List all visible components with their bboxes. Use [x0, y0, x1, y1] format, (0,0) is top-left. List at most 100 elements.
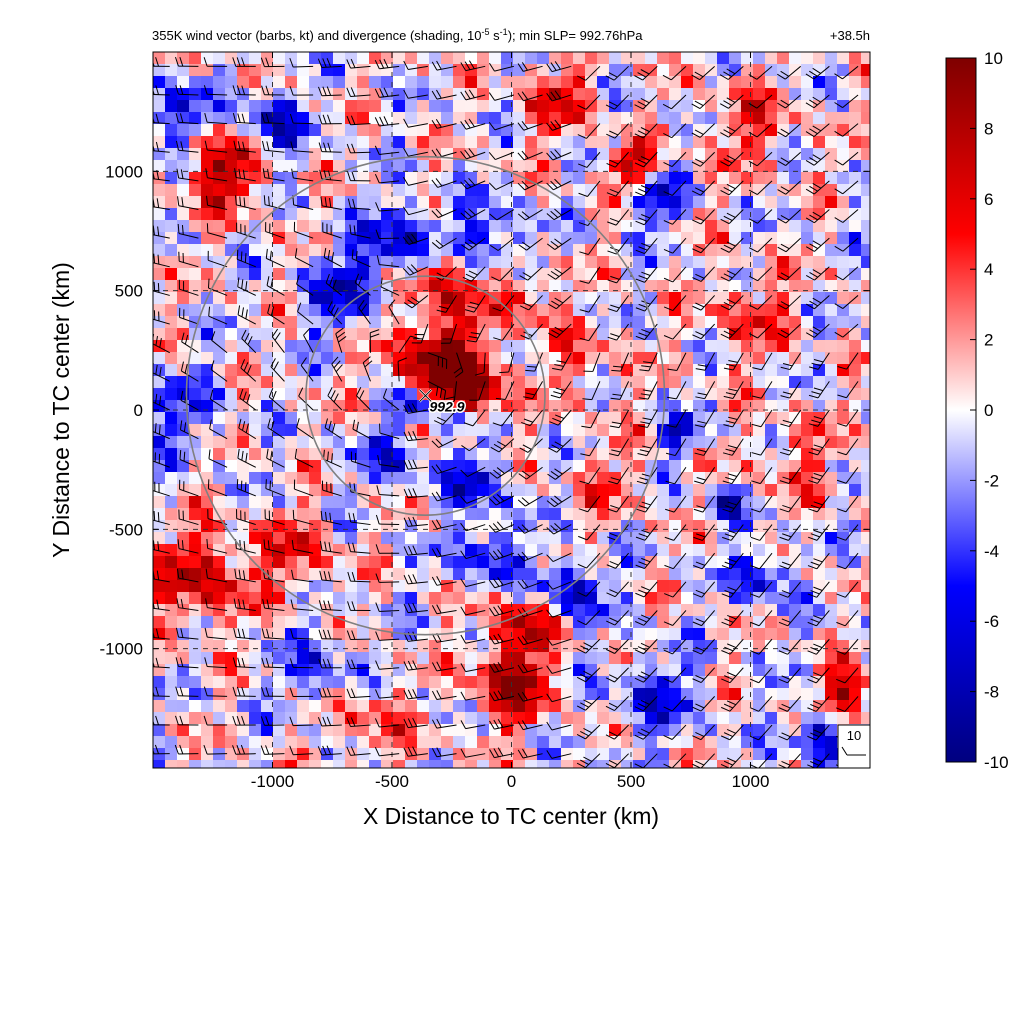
shading-cell	[861, 172, 870, 185]
shading-cell	[501, 136, 514, 149]
barb-feather	[408, 488, 413, 498]
shading-cell	[597, 52, 610, 65]
shading-cell	[681, 64, 694, 77]
shading-cell	[273, 592, 286, 605]
barb-staff	[379, 463, 400, 468]
wind-barb	[260, 745, 285, 755]
shading-cell	[801, 64, 814, 77]
barb-feather	[468, 336, 479, 339]
barb-staff	[321, 549, 342, 554]
shading-cell	[765, 340, 778, 353]
shading-cell	[465, 760, 478, 768]
shading-cell	[405, 232, 418, 245]
shading-cell	[657, 160, 670, 173]
shading-cell	[789, 628, 802, 641]
shading-cell	[813, 676, 826, 689]
barb-feather	[155, 686, 160, 697]
shading-cell	[393, 700, 406, 713]
shading-cell	[813, 700, 826, 713]
shading-cell	[501, 676, 514, 689]
shading-cell	[621, 88, 634, 101]
barb-staff	[324, 427, 343, 440]
barb-staff	[494, 94, 515, 101]
shading-cell	[189, 592, 202, 605]
wind-barb	[178, 279, 199, 296]
shading-cell	[705, 676, 718, 689]
wind-barb	[153, 481, 170, 497]
shading-cell	[429, 460, 442, 473]
shading-cell	[393, 160, 406, 173]
barb-feather	[460, 469, 468, 477]
shading-cell	[585, 316, 598, 329]
barb-staff	[436, 65, 457, 71]
shading-cell	[321, 148, 334, 161]
barb-staff	[303, 334, 314, 353]
shading-cell	[849, 460, 862, 473]
shading-cell	[465, 376, 478, 389]
shading-cell	[537, 196, 550, 209]
shading-cell	[645, 148, 658, 161]
barb-staff	[408, 94, 428, 99]
wind-barb	[489, 237, 515, 251]
shading-cell	[669, 256, 682, 269]
shading-cell	[321, 580, 334, 593]
barb-feather	[320, 196, 323, 206]
shading-cell	[621, 64, 634, 77]
shading-cell	[417, 112, 430, 125]
wind-barb	[403, 403, 428, 414]
wind-barb	[460, 691, 486, 701]
barb-staff	[358, 307, 371, 325]
shading-cell	[501, 700, 514, 713]
barb-feather	[358, 299, 365, 309]
shading-cell	[633, 424, 646, 437]
shading-cell	[345, 376, 358, 389]
shading-cell	[201, 712, 214, 725]
shading-cell	[549, 508, 562, 521]
shading-cell	[357, 556, 370, 569]
barb-staff	[436, 123, 457, 129]
shading-cell	[753, 652, 766, 665]
shading-cell	[573, 712, 586, 725]
shading-cell	[657, 616, 670, 629]
shading-cell	[609, 376, 622, 389]
shading-cell	[813, 400, 826, 413]
shading-cell	[453, 172, 466, 185]
shading-cell	[285, 736, 298, 749]
shading-cell	[837, 328, 850, 341]
barb-staff	[207, 547, 228, 554]
barb-feather	[242, 421, 246, 431]
shading-cell	[477, 460, 490, 473]
shading-cell	[573, 196, 586, 209]
shading-cell	[849, 388, 862, 401]
shading-cell	[621, 172, 634, 185]
shading-cell	[549, 628, 562, 641]
shading-cell	[345, 676, 358, 689]
barb-feather	[445, 396, 455, 400]
barb-feather	[147, 657, 149, 666]
wind-barb	[178, 251, 199, 268]
shading-cell	[501, 100, 514, 113]
shading-cell	[477, 664, 490, 677]
shading-cell	[381, 652, 394, 665]
shading-cell	[213, 196, 226, 209]
barb-feather	[468, 60, 475, 70]
shading-cell	[705, 424, 718, 437]
shading-cell	[465, 592, 478, 605]
shading-cell	[525, 760, 538, 768]
shading-cell	[537, 436, 550, 449]
shading-cell	[321, 460, 334, 473]
shading-cell	[849, 652, 862, 665]
shading-cell	[501, 472, 514, 485]
barb-staff	[407, 581, 428, 585]
barb-staff	[527, 266, 543, 281]
barb-feather	[403, 661, 409, 671]
shading-cell	[261, 640, 274, 653]
shading-cell	[309, 496, 322, 509]
shading-cell	[177, 160, 190, 173]
wind-barb	[175, 85, 199, 96]
barb-feather	[322, 86, 327, 96]
shading-cell	[465, 616, 478, 629]
shading-cell	[621, 688, 634, 701]
shading-cell	[633, 748, 646, 761]
shading-cell	[633, 64, 646, 77]
